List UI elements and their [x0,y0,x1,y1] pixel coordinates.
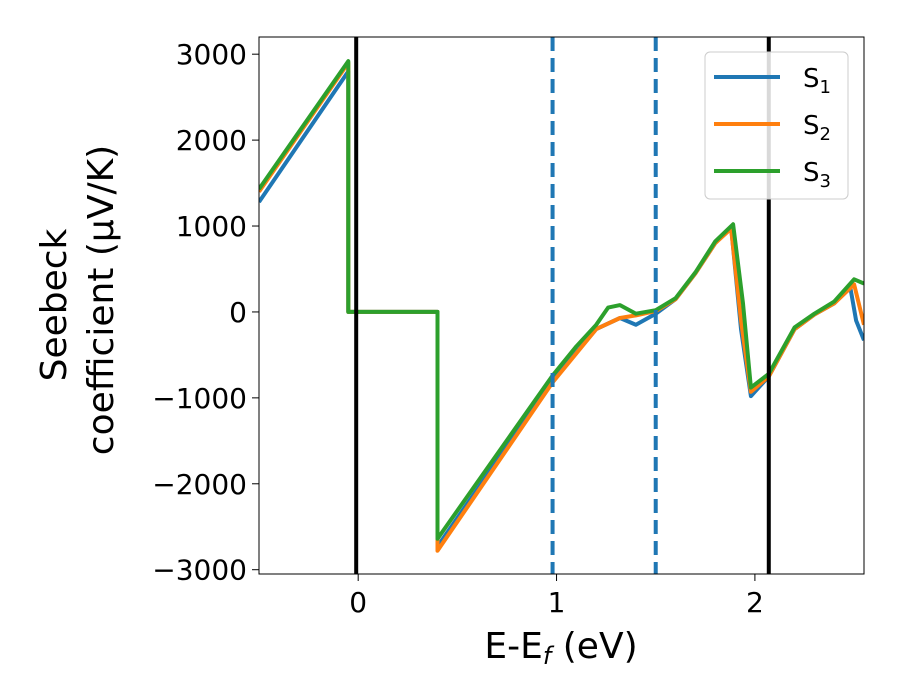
x-tick-label: 2 [746,586,764,619]
y-axis-label: Seebeck coefficient (μV/K) [34,145,122,455]
y-axis-label-line1: Seebeck [34,228,75,381]
x-tick-label: 0 [349,586,367,619]
x-axis: 0 1 2 [349,574,764,619]
y-tick-label: 3000 [176,38,247,71]
series-layer [259,59,864,553]
y-tick-label: 2000 [176,124,247,157]
y-tick-label: 0 [229,296,247,329]
legend-label-1: S1 [803,64,831,98]
y-axis-label-line2: coefficient (μV/K) [81,145,122,455]
y-axis: 3000 2000 1000 0 −1000 −2000 −3000 [152,38,259,587]
legend: S1 S2 S3 [704,51,849,200]
x-axis-label-unit: (eV) [551,626,637,667]
x-axis-label-main: E-E [484,626,542,667]
y-tick-label: −3000 [152,554,247,587]
legend-label-2: S2 [803,111,831,145]
x-tick-label: 1 [548,586,566,619]
y-tick-label: −1000 [152,382,247,415]
plot-frame [258,36,865,575]
series-line-3 [259,59,864,541]
y-tick-label: −2000 [152,468,247,501]
legend-label-3: S3 [803,158,831,192]
y-tick-label: 1000 [176,210,247,243]
x-axis-label: E-Ef (eV) [484,626,637,670]
